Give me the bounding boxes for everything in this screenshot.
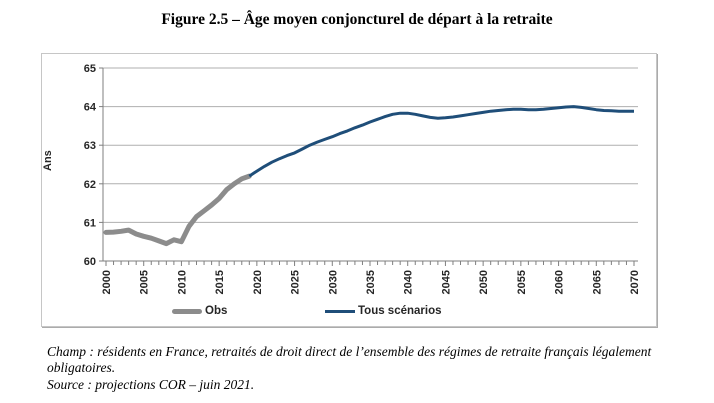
y-tick-label: 65 (84, 63, 96, 75)
x-tick-label: 2055 (516, 270, 528, 294)
x-tick-label: 2010 (176, 270, 188, 294)
obs-line (103, 173, 252, 247)
figure-title: Figure 2.5 – Âge moyen conjoncturel de d… (161, 11, 553, 28)
y-axis-title: Ans (42, 150, 54, 171)
legend-item-scenarios: Tous scénarios (325, 305, 442, 317)
legend-label-obs: Obs (205, 305, 228, 317)
x-tick-label: 2030 (327, 270, 339, 294)
source-note: Source : projections COR – juin 2021. (47, 376, 255, 392)
champ-note: Champ : résidents en France, retraités d… (47, 344, 652, 376)
legend-label-scenarios: Tous scénarios (358, 305, 442, 317)
x-tick-label: 2035 (365, 270, 377, 294)
x-tick-label: 2020 (252, 270, 264, 294)
figure-footnotes: Champ : résidents en France, retraités d… (47, 344, 675, 393)
scenarios-line (248, 105, 634, 178)
x-tick-label: 2065 (591, 270, 603, 294)
legend-item-obs: Obs (172, 305, 227, 317)
x-tick-label: 2060 (554, 270, 566, 294)
x-tick-label: 2015 (214, 270, 226, 294)
x-tick-label: 2050 (478, 270, 490, 294)
chart-frame: Ans 60 61 62 63 64 65 2000 2005 2010 2015 2020 2025… (41, 53, 657, 327)
y-tick-label: 60 (84, 256, 96, 268)
obs-line-swatch (172, 308, 202, 314)
x-tick-label: 2005 (139, 270, 151, 294)
x-tick-label: 2025 (290, 270, 302, 294)
x-tick-label: 2070 (629, 270, 641, 294)
x-tick-label: 2040 (403, 270, 415, 294)
y-tick-label: 62 (84, 179, 96, 191)
x-tick-label: 2000 (101, 270, 113, 294)
x-tick-label: 2045 (440, 270, 452, 294)
retirement-age-chart: 60 61 62 63 64 65 2000 2005 2010 2015 2020 2025 2030… (84, 63, 641, 294)
y-tick-label: 63 (84, 140, 96, 152)
y-tick-label: 64 (84, 102, 97, 114)
scenarios-line-swatch (325, 309, 355, 313)
y-tick-label: 61 (84, 217, 96, 229)
